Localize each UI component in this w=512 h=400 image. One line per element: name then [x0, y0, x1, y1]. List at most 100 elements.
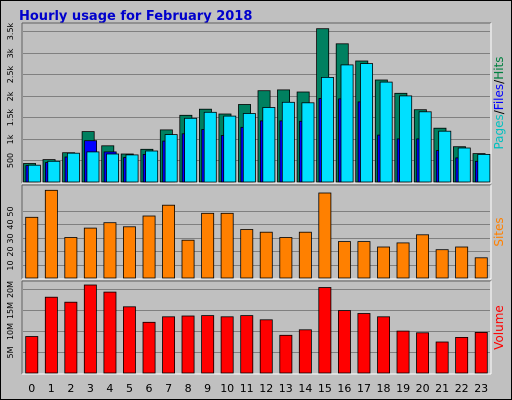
x-tick-label: 22 — [455, 382, 469, 395]
bar-pages — [164, 134, 178, 183]
x-tick-label: 18 — [377, 382, 391, 395]
bar-volume — [279, 334, 293, 374]
x-tick-label: 6 — [146, 382, 153, 395]
bar-volume — [64, 301, 78, 374]
bar-volume — [318, 287, 332, 374]
y-tick-label: 20M — [6, 281, 15, 298]
side-label-part: Pages — [492, 114, 506, 149]
bar-volume — [298, 329, 312, 374]
bar-sites — [377, 246, 391, 279]
x-tick-label: 16 — [337, 382, 351, 395]
bar-volume — [123, 306, 136, 374]
bar-volume — [142, 321, 156, 374]
bar-volume — [357, 313, 371, 374]
bar-volume — [162, 316, 176, 374]
bar-volume — [240, 315, 254, 374]
bar-sites — [455, 246, 469, 279]
y-tick-label: 2k — [6, 91, 15, 101]
panel-side-label: Volume — [492, 305, 506, 350]
y-tick-label: 30 — [6, 233, 15, 243]
side-label-part: Hits — [492, 56, 506, 79]
bar-pages — [27, 164, 41, 183]
bar-pages — [67, 152, 80, 183]
y-tick-label: 3.5k — [6, 22, 15, 40]
bar-sites — [396, 242, 410, 279]
panel-side-label: Pages/Files/Hits — [492, 56, 506, 149]
bar-sites — [64, 237, 78, 279]
x-tick-label: 17 — [357, 382, 371, 395]
bar-volume — [181, 315, 195, 374]
bar-sites — [435, 249, 449, 279]
bar-pages — [184, 117, 198, 183]
bar-sites — [142, 215, 156, 279]
bar-sites — [416, 234, 430, 279]
bar-pages — [320, 77, 334, 183]
x-tick-label: 14 — [298, 382, 312, 395]
x-tick-label: 21 — [435, 382, 449, 395]
y-tick-label: 15M — [6, 302, 15, 319]
bar-pages — [145, 150, 159, 183]
x-tick-label: 13 — [279, 382, 293, 395]
panel-background — [22, 23, 491, 183]
bar-pages — [379, 81, 393, 183]
bar-sites — [474, 257, 488, 279]
y-tick-label: 500 — [6, 153, 15, 168]
bar-volume — [396, 330, 410, 374]
bar-pages — [262, 107, 276, 183]
bar-volume — [259, 319, 273, 374]
bar-sites — [201, 212, 215, 279]
bar-sites — [337, 241, 351, 279]
bar-sites — [181, 239, 195, 279]
panel-background — [22, 281, 491, 374]
y-tick-label: 10M — [6, 323, 15, 340]
x-tick-label: 0 — [28, 382, 35, 395]
x-tick-label: 8 — [185, 382, 192, 395]
x-tick-label: 11 — [240, 382, 254, 395]
bar-sites — [123, 226, 136, 279]
bar-volume — [377, 316, 391, 374]
bar-volume — [25, 336, 39, 374]
bar-volume — [337, 310, 351, 374]
x-tick-label: 9 — [204, 382, 211, 395]
bar-pages — [281, 101, 295, 183]
y-tick-label: 1k — [6, 134, 15, 144]
x-tick-label: 15 — [318, 382, 332, 395]
bar-volume — [474, 331, 488, 374]
side-label-part: Sites — [492, 217, 506, 246]
y-tick-label: 2.5k — [6, 65, 15, 83]
bar-pages — [86, 151, 100, 183]
x-tick-label: 12 — [259, 382, 273, 395]
y-tick-label: 40 — [6, 219, 15, 229]
x-tick-label: 4 — [106, 382, 113, 395]
x-tick-label: 19 — [396, 382, 410, 395]
side-label-part: Volume — [492, 305, 506, 350]
bar-sites — [259, 231, 273, 279]
bar-pages — [418, 111, 432, 183]
bar-volume — [416, 332, 430, 374]
bar-volume — [435, 341, 449, 374]
bar-pages — [399, 95, 413, 183]
x-tick-label: 5 — [126, 382, 133, 395]
bar-pages — [223, 115, 237, 183]
chart-title: Hourly usage for February 2018 — [19, 9, 252, 24]
side-label-part: / — [492, 79, 506, 84]
bar-sites — [318, 192, 332, 279]
x-tick-label: 7 — [165, 382, 172, 395]
panel-background — [22, 185, 491, 279]
bar-sites — [357, 241, 371, 279]
x-tick-label: 2 — [67, 382, 74, 395]
bar-pages — [242, 113, 256, 183]
bar-volume — [201, 315, 215, 374]
bar-volume — [103, 291, 117, 374]
bar-sites — [44, 189, 58, 279]
side-label-part: / — [492, 109, 506, 114]
bar-pages — [340, 64, 354, 183]
bar-sites — [279, 237, 293, 279]
bar-pages — [125, 154, 139, 183]
bar-sites — [220, 212, 234, 279]
bar-pages — [457, 147, 471, 183]
x-tick-label: 20 — [416, 382, 430, 395]
bar-pages — [47, 160, 61, 183]
bar-sites — [240, 229, 254, 279]
